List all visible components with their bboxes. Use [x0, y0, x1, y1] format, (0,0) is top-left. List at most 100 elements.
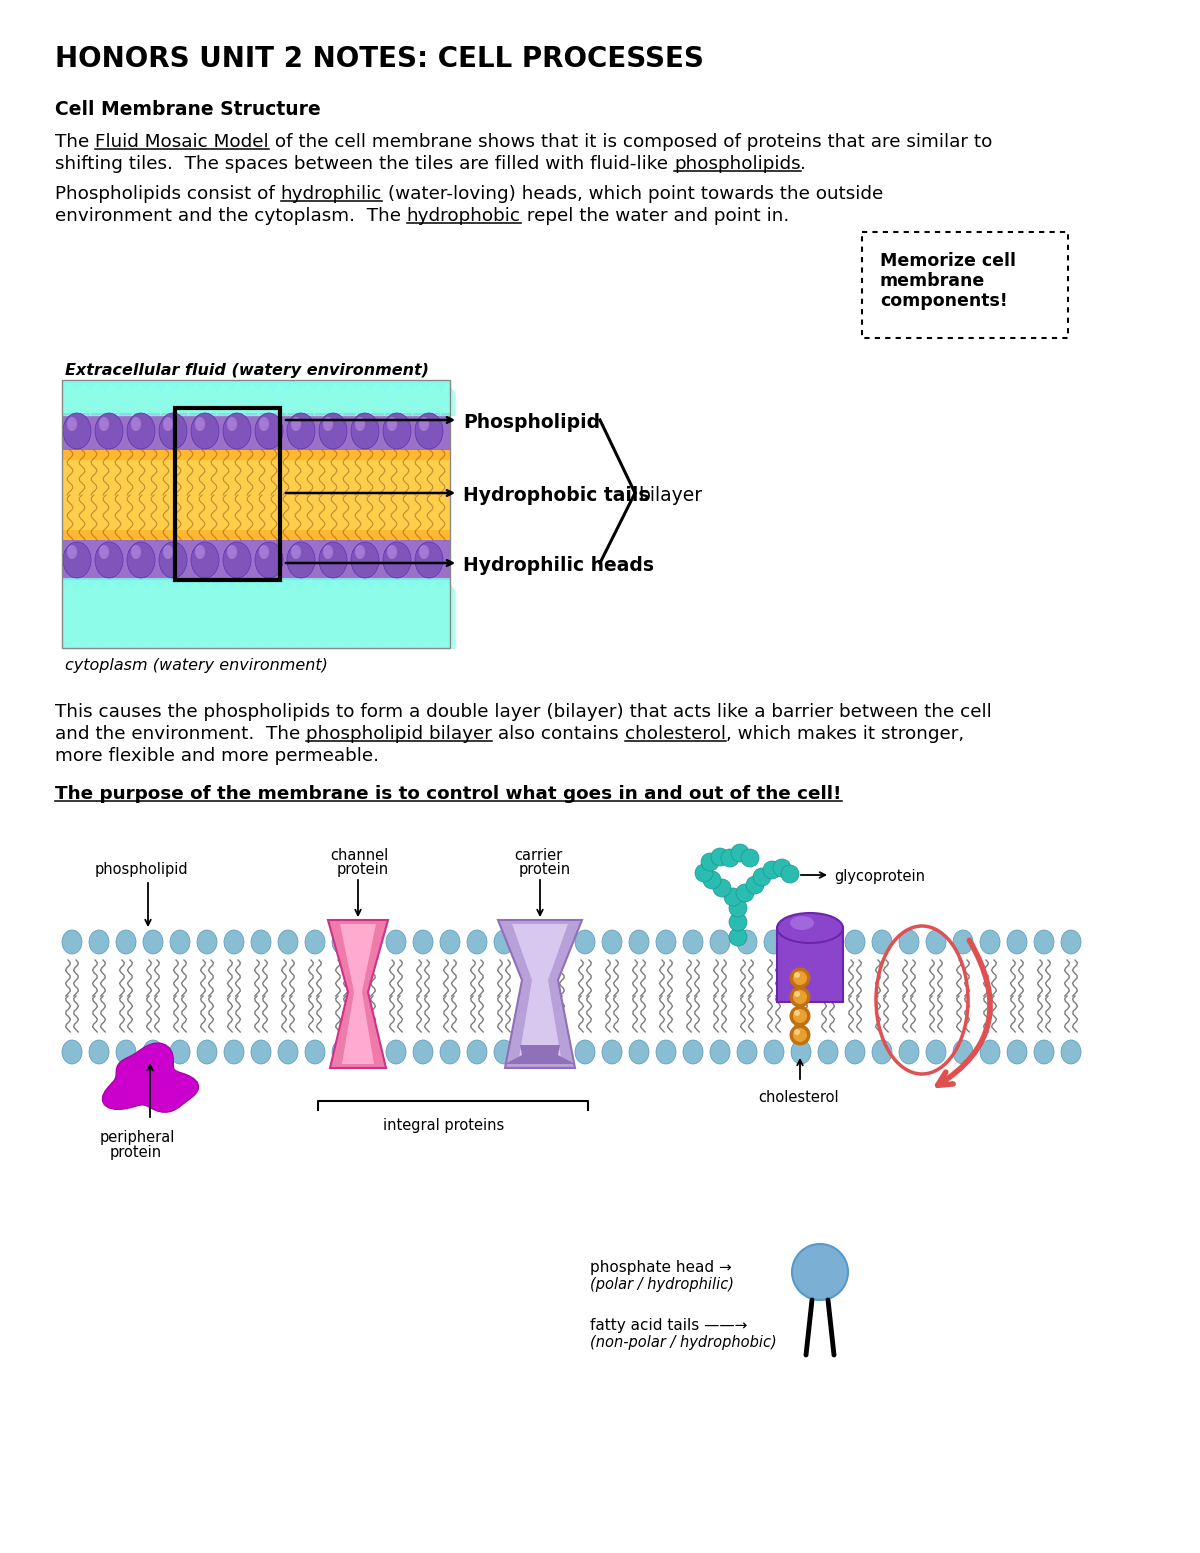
Ellipse shape: [278, 930, 298, 954]
Text: and the environment.  The: and the environment. The: [55, 725, 306, 742]
Ellipse shape: [710, 930, 730, 954]
Ellipse shape: [467, 930, 487, 954]
Bar: [62, 578, 450, 648]
Ellipse shape: [440, 1041, 460, 1064]
Ellipse shape: [95, 413, 124, 449]
Ellipse shape: [818, 930, 838, 954]
Ellipse shape: [89, 1041, 109, 1064]
Text: phospholipids: phospholipids: [674, 155, 800, 172]
Ellipse shape: [386, 545, 397, 559]
Text: The: The: [55, 134, 95, 151]
Ellipse shape: [352, 542, 379, 578]
Polygon shape: [498, 919, 582, 1068]
Text: HONORS UNIT 2 NOTES: CELL PROCESSES: HONORS UNIT 2 NOTES: CELL PROCESSES: [55, 45, 704, 73]
Ellipse shape: [227, 545, 238, 559]
Ellipse shape: [386, 418, 397, 432]
Ellipse shape: [62, 930, 82, 954]
Text: environment and the cytoplasm.  The: environment and the cytoplasm. The: [55, 207, 407, 225]
Text: protein: protein: [337, 862, 389, 877]
Ellipse shape: [170, 930, 190, 954]
Ellipse shape: [602, 930, 622, 954]
Ellipse shape: [197, 930, 217, 954]
Ellipse shape: [419, 418, 430, 432]
Ellipse shape: [319, 413, 347, 449]
Circle shape: [790, 986, 810, 1008]
Ellipse shape: [899, 1041, 919, 1064]
Ellipse shape: [223, 413, 251, 449]
Ellipse shape: [764, 930, 784, 954]
Ellipse shape: [629, 930, 649, 954]
Ellipse shape: [778, 913, 842, 943]
Ellipse shape: [953, 930, 973, 954]
Ellipse shape: [548, 1041, 568, 1064]
Text: fatty acid tails ——→: fatty acid tails ——→: [590, 1318, 748, 1332]
Text: phospholipid: phospholipid: [95, 862, 188, 877]
Ellipse shape: [359, 930, 379, 954]
Ellipse shape: [1061, 930, 1081, 954]
Ellipse shape: [413, 1041, 433, 1064]
Ellipse shape: [319, 542, 347, 578]
Ellipse shape: [256, 542, 283, 578]
Text: channel: channel: [330, 848, 389, 863]
Text: glycoprotein: glycoprotein: [834, 870, 925, 884]
Bar: [62, 380, 450, 648]
Ellipse shape: [872, 930, 892, 954]
Text: Memorize cell: Memorize cell: [880, 252, 1016, 270]
Circle shape: [742, 849, 760, 867]
Ellipse shape: [737, 930, 757, 954]
Ellipse shape: [355, 545, 365, 559]
Circle shape: [710, 848, 730, 867]
Ellipse shape: [383, 413, 410, 449]
Ellipse shape: [194, 545, 205, 559]
Ellipse shape: [710, 1041, 730, 1064]
Text: repel the water and point in.: repel the water and point in.: [521, 207, 790, 225]
Ellipse shape: [251, 930, 271, 954]
Ellipse shape: [1007, 930, 1027, 954]
Ellipse shape: [352, 413, 379, 449]
Ellipse shape: [323, 418, 334, 432]
Ellipse shape: [259, 418, 269, 432]
Ellipse shape: [64, 413, 91, 449]
Ellipse shape: [602, 1041, 622, 1064]
Circle shape: [790, 1025, 810, 1045]
Text: protein: protein: [520, 862, 571, 877]
Circle shape: [746, 876, 764, 895]
Ellipse shape: [575, 930, 595, 954]
Polygon shape: [512, 924, 568, 1064]
Circle shape: [773, 859, 791, 877]
Text: .: .: [800, 155, 806, 172]
Text: Phospholipid: Phospholipid: [463, 413, 600, 432]
Polygon shape: [340, 924, 376, 1064]
Bar: [62, 460, 450, 530]
Text: This causes the phospholipids to form a double layer (bilayer) that acts like a : This causes the phospholipids to form a …: [55, 704, 991, 721]
Bar: [62, 380, 450, 648]
Circle shape: [724, 888, 742, 905]
Ellipse shape: [95, 542, 124, 578]
Ellipse shape: [287, 542, 314, 578]
Text: membrane: membrane: [880, 272, 985, 290]
Ellipse shape: [683, 1041, 703, 1064]
Circle shape: [754, 868, 772, 887]
Circle shape: [793, 971, 808, 985]
Ellipse shape: [197, 1041, 217, 1064]
Ellipse shape: [278, 1041, 298, 1064]
Ellipse shape: [926, 930, 946, 954]
Ellipse shape: [386, 1041, 406, 1064]
Ellipse shape: [116, 1041, 136, 1064]
Text: (non-polar / hydrophobic): (non-polar / hydrophobic): [590, 1336, 776, 1350]
Text: (water-loving) heads, which point towards the outside: (water-loving) heads, which point toward…: [382, 185, 883, 203]
Ellipse shape: [224, 1041, 244, 1064]
Text: bilayer: bilayer: [638, 486, 702, 505]
Text: peripheral: peripheral: [100, 1131, 175, 1145]
Ellipse shape: [292, 418, 301, 432]
Text: Hydrophobic tails: Hydrophobic tails: [463, 486, 649, 505]
Ellipse shape: [415, 413, 443, 449]
Ellipse shape: [494, 1041, 514, 1064]
Ellipse shape: [116, 930, 136, 954]
Ellipse shape: [494, 930, 514, 954]
Ellipse shape: [790, 916, 814, 930]
Text: phospholipid bilayer: phospholipid bilayer: [306, 725, 492, 742]
Polygon shape: [328, 919, 388, 1068]
Ellipse shape: [764, 1041, 784, 1064]
FancyArrowPatch shape: [937, 941, 990, 1086]
